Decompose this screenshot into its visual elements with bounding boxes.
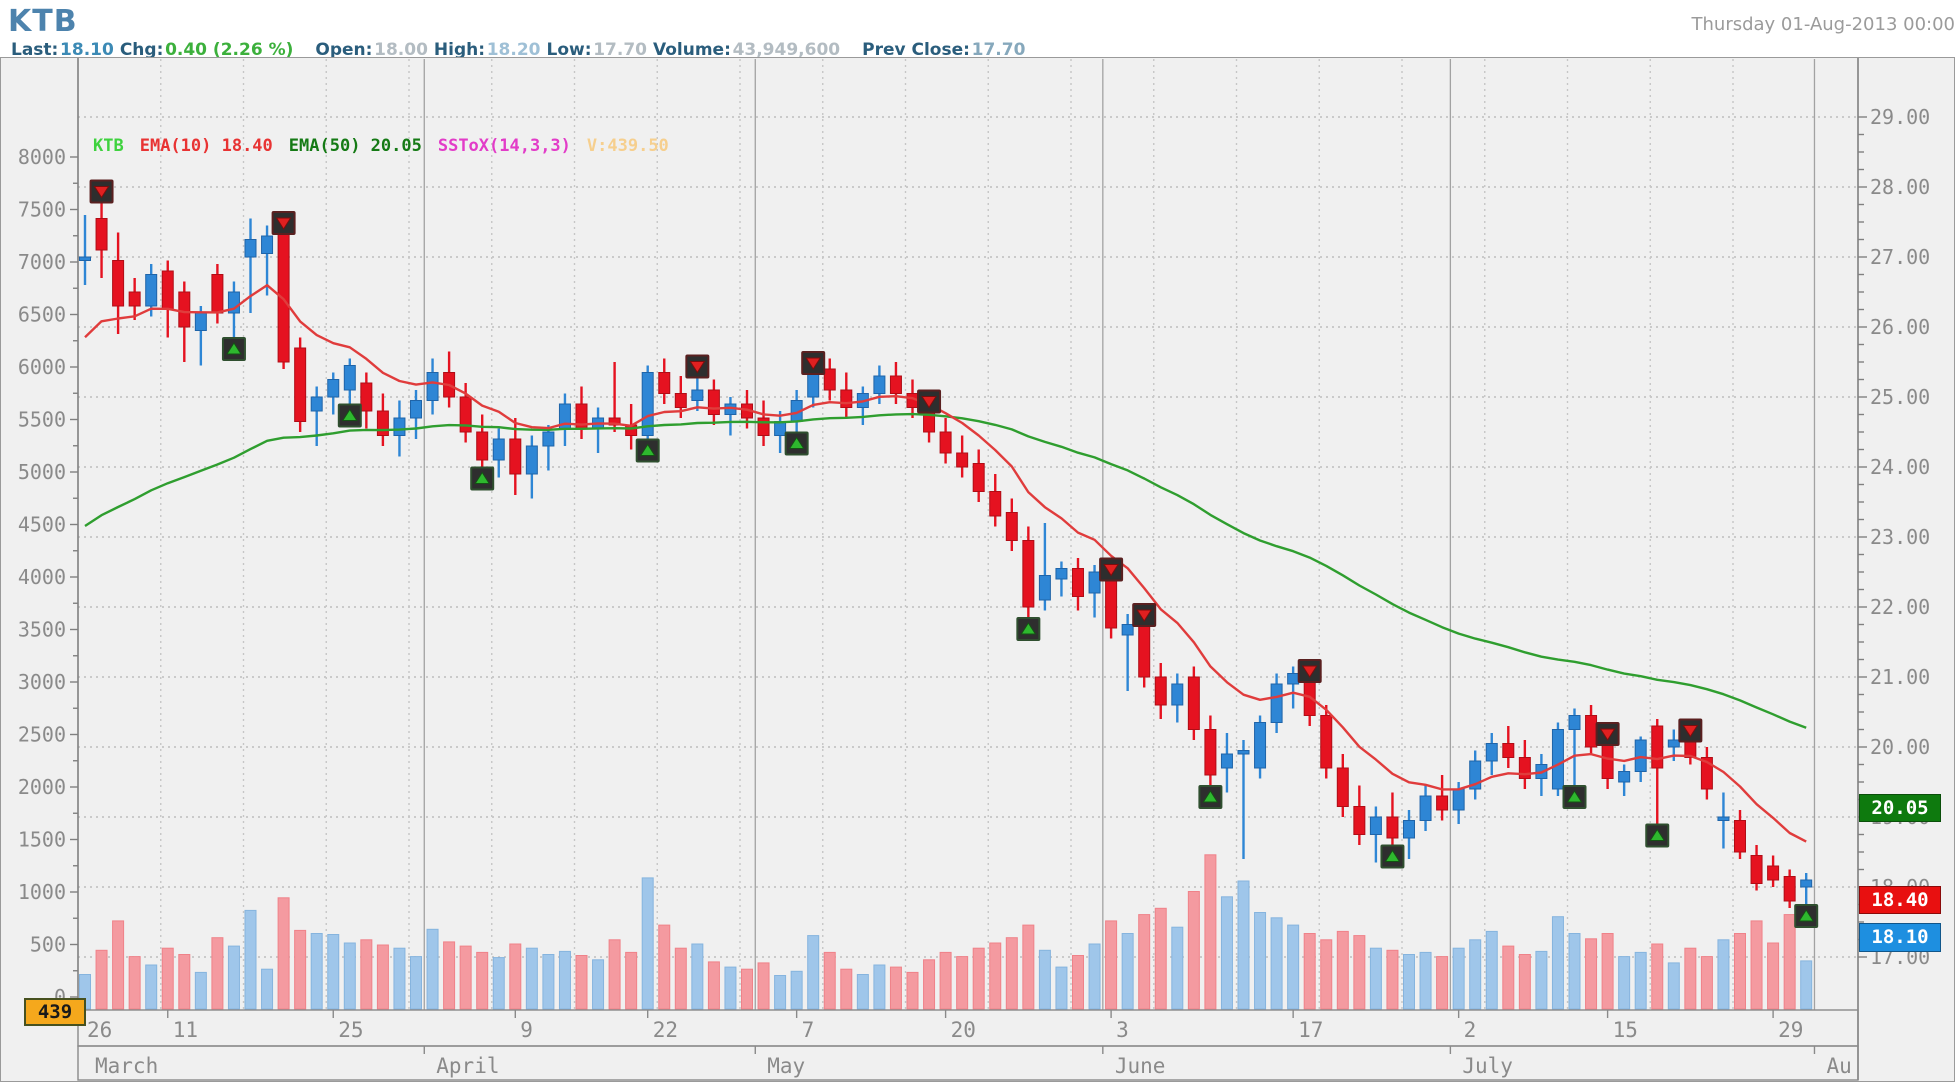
svg-text:24.00: 24.00 bbox=[1870, 455, 1930, 479]
datetime-label: Thursday 01-Aug-2013 00:00 bbox=[1691, 14, 1955, 35]
ema10-price-badge: 18.40 bbox=[1859, 886, 1941, 914]
stat-label: Volume: bbox=[652, 40, 731, 60]
svg-text:27.00: 27.00 bbox=[1870, 245, 1930, 269]
stat-value: 18.00 bbox=[372, 40, 428, 60]
svg-text:26.00: 26.00 bbox=[1870, 315, 1930, 339]
svg-text:17: 17 bbox=[1298, 1018, 1323, 1042]
svg-text:5500: 5500 bbox=[18, 408, 66, 432]
svg-text:23.00: 23.00 bbox=[1870, 525, 1930, 549]
svg-text:2000: 2000 bbox=[18, 775, 66, 799]
svg-text:1500: 1500 bbox=[18, 828, 66, 852]
svg-text:1000: 1000 bbox=[18, 880, 66, 904]
svg-text:April: April bbox=[436, 1054, 499, 1078]
chart-area[interactable]: 0 500 1000 1500 2000 2500 3000 3500 4000 4500 5000… bbox=[0, 57, 1955, 1082]
stat-value: 18.20 bbox=[485, 40, 541, 60]
svg-text:July: July bbox=[1462, 1054, 1513, 1078]
svg-text:21.00: 21.00 bbox=[1870, 665, 1930, 689]
svg-text:22.00: 22.00 bbox=[1870, 595, 1930, 619]
last-price-badge: 18.10 bbox=[1859, 923, 1941, 952]
svg-text:6000: 6000 bbox=[18, 355, 66, 379]
stat-label: Chg: bbox=[119, 40, 164, 60]
svg-text:9: 9 bbox=[520, 1018, 533, 1042]
stat-label: Last: bbox=[11, 40, 59, 60]
svg-text:15: 15 bbox=[1613, 1018, 1638, 1042]
svg-text:20.00: 20.00 bbox=[1870, 735, 1930, 759]
legend-item: KTB bbox=[93, 136, 124, 156]
svg-text:20: 20 bbox=[951, 1018, 976, 1042]
svg-text:500: 500 bbox=[30, 933, 66, 957]
svg-text:June: June bbox=[1115, 1054, 1166, 1078]
svg-text:29.00: 29.00 bbox=[1870, 105, 1930, 129]
svg-text:11: 11 bbox=[173, 1018, 198, 1042]
svg-text:March: March bbox=[95, 1054, 158, 1078]
legend-item: SSToX(14,3,3) bbox=[437, 136, 571, 156]
svg-text:8000: 8000 bbox=[18, 145, 66, 169]
svg-text:25: 25 bbox=[338, 1018, 363, 1042]
svg-text:Au: Au bbox=[1826, 1054, 1851, 1078]
stat-value: 18.10 bbox=[58, 40, 114, 60]
stat-label: Low: bbox=[546, 40, 592, 60]
svg-text:3000: 3000 bbox=[18, 670, 66, 694]
quote-stats-bar: Last: 18.10 Chg: 0.40 (2.26 %) Open: 18.00… bbox=[5, 40, 1025, 60]
svg-text:5000: 5000 bbox=[18, 460, 66, 484]
chart-canvas[interactable]: 0 500 1000 1500 2000 2500 3000 3500 4000 4500 5000… bbox=[0, 57, 1955, 1082]
svg-text:6500: 6500 bbox=[18, 303, 66, 327]
svg-text:May: May bbox=[767, 1054, 805, 1078]
last-volume-badge: 439 bbox=[24, 998, 86, 1026]
header-bar: KTB Thursday 01-Aug-2013 00:00 Last: 18.… bbox=[0, 0, 1955, 60]
svg-text:4500: 4500 bbox=[18, 513, 66, 537]
chart-legend: KTB EMA(10) 18.40 EMA(50) 20.05 SSToX(14,3,… bbox=[93, 136, 685, 156]
legend-item: EMA(10) 18.40 bbox=[139, 136, 273, 156]
stat-label: High: bbox=[433, 40, 486, 60]
svg-text:7: 7 bbox=[802, 1018, 815, 1042]
legend-item: V:439.50 bbox=[586, 136, 669, 156]
svg-text:2500: 2500 bbox=[18, 723, 66, 747]
stat-label: Prev Close: bbox=[862, 40, 970, 60]
svg-text:7500: 7500 bbox=[18, 198, 66, 222]
stat-value: 0.40 (2.26 %) bbox=[163, 40, 294, 60]
svg-text:22: 22 bbox=[653, 1018, 678, 1042]
ema50-price-badge: 20.05 bbox=[1859, 794, 1941, 822]
svg-text:28.00: 28.00 bbox=[1870, 175, 1930, 199]
svg-text:7000: 7000 bbox=[18, 250, 66, 274]
svg-text:26: 26 bbox=[87, 1018, 112, 1042]
svg-text:25.00: 25.00 bbox=[1870, 385, 1930, 409]
stat-value: 17.70 bbox=[591, 40, 647, 60]
svg-text:3: 3 bbox=[1116, 1018, 1129, 1042]
stat-value: 17.70 bbox=[969, 40, 1026, 60]
svg-text:29: 29 bbox=[1778, 1018, 1803, 1042]
stat-value: 43,949,600 bbox=[730, 40, 841, 60]
stat-label: Open: bbox=[315, 40, 373, 60]
legend-item: EMA(50) 20.05 bbox=[288, 136, 422, 156]
svg-text:2: 2 bbox=[1464, 1018, 1477, 1042]
symbol-title: KTB bbox=[8, 4, 78, 39]
svg-text:3500: 3500 bbox=[18, 618, 66, 642]
svg-text:4000: 4000 bbox=[18, 565, 66, 589]
